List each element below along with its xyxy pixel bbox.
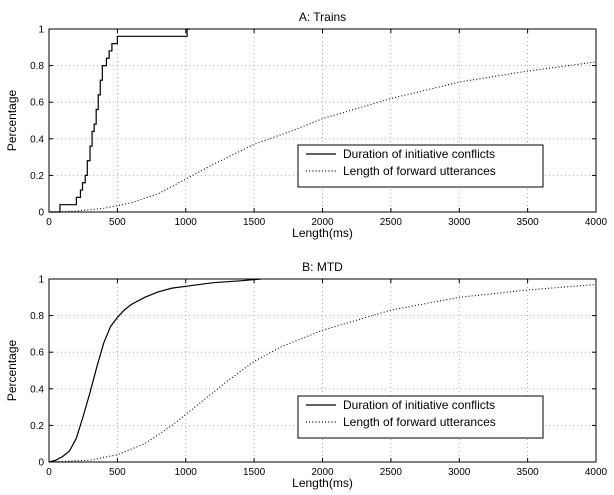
x-tick-label: 0 (46, 467, 52, 478)
panel-b: 0 500 1000 1500 2000 2500 3000 3500 4000 0 0.2 0.4 0… (5, 260, 608, 490)
x-tick-label: 1000 (175, 467, 198, 478)
legend-box (297, 395, 544, 439)
y-axis-label: Percentage (5, 89, 19, 151)
x-tick-label: 3500 (517, 467, 540, 478)
x-tick-label: 0 (46, 217, 52, 228)
x-tick-label: 3000 (448, 467, 471, 478)
x-tick-label: 3000 (448, 217, 471, 228)
series-line-initiative-conflicts (48, 278, 262, 463)
legend-box (297, 144, 544, 188)
x-tick-label: 2500 (380, 467, 403, 478)
legend: Duration of initiative conflicts Length o… (297, 395, 544, 439)
y-tick-label: 0 (38, 208, 44, 219)
legend-entry: Length of forward utterances (343, 164, 496, 178)
x-tick-label: 4000 (585, 467, 608, 478)
y-tick-label: 0.4 (30, 384, 44, 395)
chart-title: A: Trains (299, 10, 346, 24)
y-tick-label: 1 (38, 25, 44, 36)
chart-title: B: MTD (302, 260, 343, 274)
x-axis-label: Length(ms) (292, 476, 353, 490)
x-tick-label: 2000 (311, 217, 334, 228)
y-axis-label: Percentage (5, 339, 19, 401)
series-line-forward-utterances (48, 283, 597, 463)
panel-a: 0 500 1000 1500 2000 2500 3000 3500 4000 0 0.2 0.4 0… (5, 10, 608, 240)
y-tick-label: 0.6 (30, 348, 44, 359)
y-tick-label: 1 (38, 275, 44, 286)
y-tick-label: 0.4 (30, 134, 44, 145)
x-tick-label: 3500 (517, 217, 540, 228)
y-tick-label: 0.2 (30, 171, 44, 182)
x-tick-label: 4000 (585, 217, 608, 228)
y-tick-label: 0.6 (30, 98, 44, 109)
y-tick-label: 0 (38, 458, 44, 469)
y-tick-label: 0.8 (30, 61, 44, 72)
x-tick-label: 1500 (243, 467, 266, 478)
y-tick-label: 0.2 (30, 421, 44, 432)
x-tick-label: 1000 (175, 217, 198, 228)
x-tick-label: 2500 (380, 217, 403, 228)
legend-entry: Duration of initiative conflicts (343, 398, 495, 412)
legend-entry: Length of forward utterances (343, 415, 496, 429)
x-tick-label: 500 (109, 217, 126, 228)
x-axis-label: Length(ms) (292, 226, 353, 240)
x-tick-label: 500 (109, 467, 126, 478)
series-line-initiative-conflicts (49, 28, 190, 213)
y-tick-label: 0.8 (30, 311, 44, 322)
legend: Duration of initiative conflicts Length o… (297, 144, 544, 188)
x-tick-label: 2000 (311, 467, 334, 478)
legend-entry: Duration of initiative conflicts (343, 147, 495, 161)
x-tick-label: 1500 (243, 217, 266, 228)
